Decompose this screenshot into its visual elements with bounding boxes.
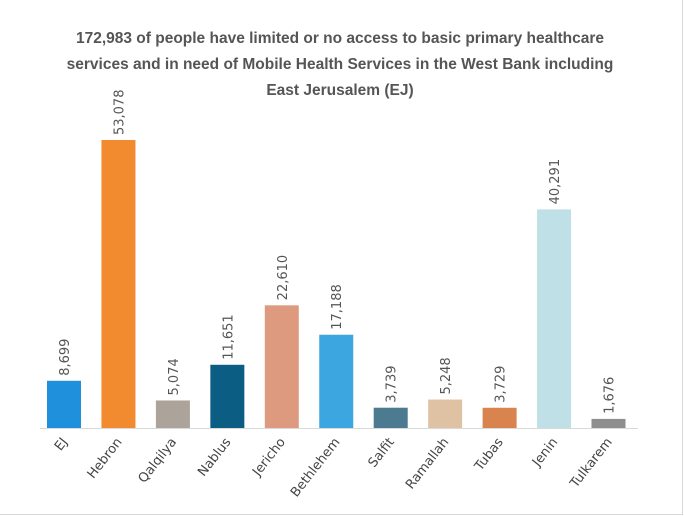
value-label-nablus: 11,651 bbox=[221, 314, 236, 360]
bar-ej bbox=[47, 380, 81, 428]
value-label-jericho: 22,610 bbox=[276, 255, 291, 301]
chart-title-line-2: services and in need of Mobile Health Se… bbox=[66, 56, 614, 73]
bar-bethlehem bbox=[319, 334, 354, 428]
category-label-qalqilya: Qalqilya bbox=[136, 435, 180, 486]
category-label-salfit: Salfit bbox=[366, 435, 398, 470]
value-label-hebron: 53,078 bbox=[112, 90, 127, 136]
category-label-tulkarem: Tulkarem bbox=[567, 435, 616, 491]
category-label-hebron: Hebron bbox=[85, 435, 126, 481]
value-label-ej: 8,699 bbox=[58, 339, 73, 376]
value-label-jenin: 40,291 bbox=[548, 159, 563, 205]
value-label-ramallah: 5,248 bbox=[439, 357, 454, 394]
category-label-bethlehem: Bethlehem bbox=[288, 435, 343, 500]
bar-tulkarem bbox=[591, 418, 626, 428]
bar-nablus bbox=[210, 364, 245, 428]
bar-jenin bbox=[537, 209, 572, 428]
category-label-ej: EJ bbox=[52, 435, 71, 454]
value-label-tubas: 3,729 bbox=[494, 366, 509, 403]
category-label-jericho: Jericho bbox=[249, 435, 289, 480]
chart-title-line-3: East Jerusalem (EJ) bbox=[266, 82, 414, 99]
value-label-salfit: 3,739 bbox=[385, 365, 400, 402]
bar-ramallah bbox=[428, 399, 463, 428]
category-label-tubas: Tubas bbox=[471, 435, 506, 475]
bar-jericho bbox=[264, 305, 299, 428]
category-label-nablus: Nablus bbox=[195, 435, 234, 480]
value-label-bethlehem: 17,188 bbox=[330, 284, 345, 330]
value-label-qalqilya: 5,074 bbox=[167, 358, 182, 395]
chart-title: 172,983 of people have limited or no acc… bbox=[20, 26, 660, 104]
bar-tubas bbox=[482, 407, 517, 428]
bar-hebron bbox=[101, 140, 136, 428]
category-label-ramallah: Ramallah bbox=[403, 435, 452, 492]
bar-qalqilya bbox=[155, 400, 190, 428]
category-label-jenin: Jenin bbox=[529, 435, 561, 470]
value-label-tulkarem: 1,676 bbox=[603, 377, 618, 414]
bar-salfit bbox=[373, 407, 408, 428]
chart-title-line-1: 172,983 of people have limited or no acc… bbox=[75, 30, 605, 47]
